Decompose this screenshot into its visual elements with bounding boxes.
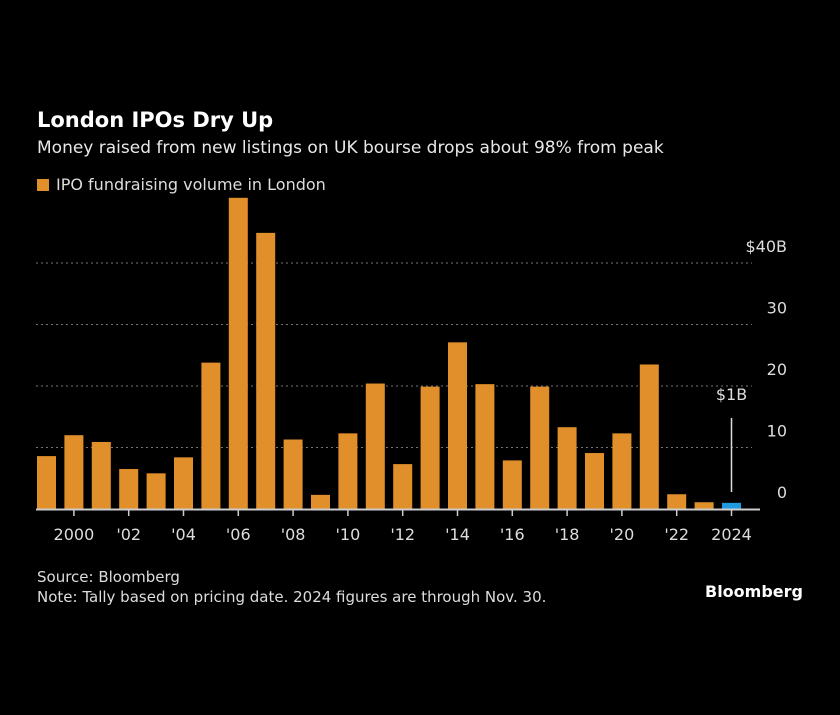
chart-title: London IPOs Dry Up bbox=[37, 108, 274, 132]
y-tick-label: 30 bbox=[767, 299, 787, 318]
bar-2014 bbox=[448, 342, 467, 509]
bar-2020 bbox=[612, 433, 632, 509]
legend-label: IPO fundraising volume in London bbox=[56, 175, 326, 194]
bar-2024 bbox=[722, 502, 741, 509]
x-tick-label: '14 bbox=[445, 525, 470, 544]
bar-2006 bbox=[228, 197, 248, 509]
x-tick-label: '18 bbox=[555, 525, 580, 544]
bar-2002 bbox=[119, 469, 139, 509]
footnote: Note: Tally based on pricing date. 2024 … bbox=[37, 588, 547, 606]
bar-2019 bbox=[585, 453, 604, 509]
x-tick-label: '12 bbox=[390, 525, 415, 544]
source-note: Source: Bloomberg bbox=[37, 568, 180, 586]
bar-2008 bbox=[283, 439, 303, 509]
x-tick-label: '04 bbox=[171, 525, 196, 544]
chart-subtitle: Money raised from new listings on UK bou… bbox=[37, 138, 664, 158]
bar-2011 bbox=[365, 383, 385, 509]
x-tick-label: '20 bbox=[610, 525, 635, 544]
bar-2009 bbox=[311, 494, 330, 509]
x-tick-label: '02 bbox=[116, 525, 141, 544]
y-tick-label: 10 bbox=[767, 422, 787, 441]
bar-2007 bbox=[256, 232, 276, 510]
x-tick-label: '06 bbox=[226, 525, 251, 544]
x-tick-label: 2024 bbox=[711, 525, 752, 544]
bloomberg-logo: Bloomberg bbox=[705, 582, 803, 601]
bar-2017 bbox=[530, 386, 550, 509]
bar-2016 bbox=[502, 460, 522, 509]
x-tick-label: 2000 bbox=[54, 525, 95, 544]
bar-2018 bbox=[557, 427, 577, 509]
bar-2010 bbox=[338, 433, 358, 509]
x-tick-label: '08 bbox=[281, 525, 306, 544]
bar-2004 bbox=[174, 457, 193, 509]
bar-2022 bbox=[667, 494, 687, 509]
bar-2001 bbox=[91, 441, 111, 509]
bar-2003 bbox=[146, 473, 166, 509]
y-tick-label: $40B bbox=[745, 237, 787, 256]
y-tick-label: 20 bbox=[767, 360, 787, 379]
x-tick-label: '16 bbox=[500, 525, 525, 544]
bar-2000 bbox=[64, 435, 84, 509]
y-tick-label: 0 bbox=[777, 483, 787, 502]
bar-2023 bbox=[694, 502, 714, 509]
bar-2012 bbox=[393, 464, 413, 509]
bar-2015 bbox=[475, 384, 495, 509]
annotation-label: $1B bbox=[716, 385, 747, 404]
legend: IPO fundraising volume in London bbox=[37, 175, 326, 194]
bar-2013 bbox=[420, 386, 440, 509]
x-tick-label: '10 bbox=[336, 525, 361, 544]
x-tick-label: '22 bbox=[664, 525, 689, 544]
bar-1999 bbox=[37, 456, 56, 509]
bar-2021 bbox=[639, 364, 659, 509]
bar-2005 bbox=[201, 362, 221, 509]
legend-swatch bbox=[37, 178, 49, 191]
